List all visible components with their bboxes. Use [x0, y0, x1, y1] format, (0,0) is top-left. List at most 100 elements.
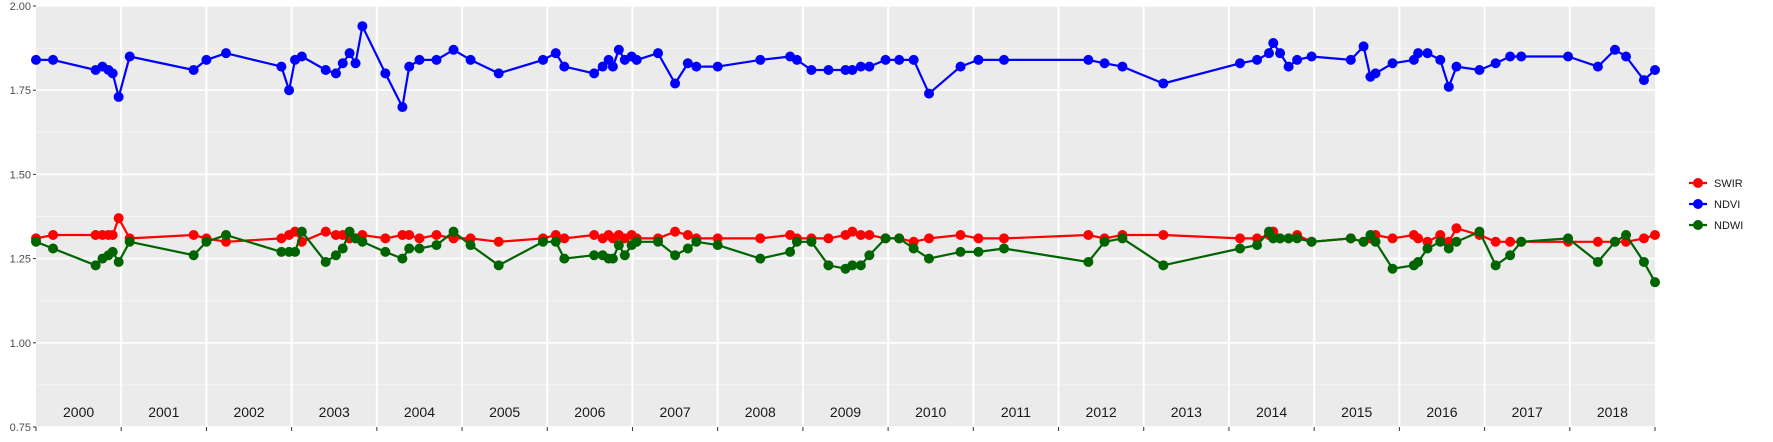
legend-item-swir: SWIR — [1689, 178, 1743, 190]
y-axis: 0.75 1.00 1.25 1.50 1.75 2.00 — [10, 1, 36, 434]
y-tick-label: 1.75 — [10, 85, 31, 97]
data-point-ndvi — [1083, 54, 1094, 65]
data-point-ndwi — [880, 233, 891, 244]
year-label-2015: 2015 — [1341, 404, 1372, 420]
data-point-ndwi — [493, 260, 504, 271]
data-point-ndvi — [1292, 54, 1303, 65]
data-point-ndwi — [1413, 256, 1424, 267]
data-point-ndvi — [847, 64, 858, 75]
data-point-ndwi — [1592, 256, 1603, 267]
data-point-ndwi — [1158, 260, 1169, 271]
data-point-ndwi — [785, 246, 796, 257]
data-point-ndwi — [1099, 236, 1110, 247]
data-point-ndwi — [1306, 236, 1317, 247]
year-label-2000: 2000 — [63, 404, 94, 420]
year-label-2017: 2017 — [1512, 404, 1543, 420]
data-point-ndwi — [1283, 233, 1294, 244]
data-point-ndwi — [380, 246, 391, 257]
data-point-ndwi — [1117, 233, 1128, 244]
year-label-2013: 2013 — [1171, 404, 1202, 420]
data-point-ndwi — [998, 243, 1009, 254]
data-point-ndvi — [806, 64, 817, 75]
data-point-ndvi — [414, 54, 425, 65]
data-point-ndvi — [791, 54, 802, 65]
series-ndwi — [31, 226, 1660, 288]
data-point-ndvi — [320, 64, 331, 75]
minor-grid — [36, 47, 1655, 386]
data-point-ndwi — [201, 236, 212, 247]
data-point-ndvi — [221, 48, 232, 59]
data-point-ndwi — [337, 243, 348, 254]
data-point-ndwi — [1370, 236, 1381, 247]
data-point-swir — [276, 233, 287, 244]
year-label-2016: 2016 — [1426, 404, 1457, 420]
data-point-swir — [380, 233, 391, 244]
data-point-ndwi — [670, 250, 681, 261]
data-point-swir — [1235, 233, 1246, 244]
data-point-swir — [1158, 230, 1169, 241]
data-point-ndvi — [1490, 58, 1501, 69]
data-point-ndwi — [1275, 233, 1286, 244]
data-point-ndwi — [1505, 250, 1516, 261]
data-point-ndvi — [276, 61, 287, 72]
data-point-ndvi — [1235, 58, 1246, 69]
data-point-swir — [559, 233, 570, 244]
data-point-ndwi — [1563, 233, 1574, 244]
data-point-ndvi — [330, 68, 341, 79]
data-point-swir — [1083, 230, 1094, 241]
data-point-ndwi — [691, 236, 702, 247]
data-point-ndvi — [107, 68, 118, 79]
data-point-ndwi — [1638, 256, 1649, 267]
data-point-swir — [414, 233, 425, 244]
data-point-ndvi — [1158, 78, 1169, 89]
data-point-ndwi — [755, 253, 766, 264]
data-point-ndvi — [1609, 44, 1620, 55]
data-point-swir — [320, 226, 331, 237]
data-point-ndvi — [296, 51, 307, 62]
data-point-ndvi — [1435, 54, 1446, 65]
data-point-swir — [1638, 233, 1649, 244]
data-point-ndwi — [1422, 243, 1433, 254]
data-point-swir — [855, 230, 866, 241]
data-point-ndwi — [113, 256, 124, 267]
data-point-ndwi — [431, 240, 442, 251]
data-point-ndvi — [31, 54, 41, 65]
data-point-swir — [998, 233, 1009, 244]
data-point-ndvi — [559, 61, 570, 72]
data-point-ndwi — [924, 253, 935, 264]
data-point-ndvi — [1358, 41, 1369, 52]
y-tick-label: 1.50 — [10, 169, 31, 181]
series-line-ndwi — [35, 230, 1656, 283]
data-point-ndvi — [1474, 64, 1485, 75]
data-point-ndwi — [90, 260, 101, 271]
data-point-ndvi — [1505, 51, 1516, 62]
data-point-ndvi — [1370, 68, 1381, 79]
data-point-swir — [589, 230, 600, 241]
data-point-ndwi — [1516, 236, 1527, 247]
legend-label-ndwi: NDWI — [1714, 220, 1743, 232]
data-point-ndvi — [597, 61, 608, 72]
y-tick-label: 1.25 — [10, 254, 31, 266]
data-point-ndwi — [894, 233, 905, 244]
data-point-ndwi — [550, 236, 561, 247]
data-point-ndvi — [431, 54, 442, 65]
data-point-ndwi — [330, 250, 341, 261]
data-point-ndvi — [113, 91, 124, 102]
data-point-ndwi — [823, 260, 834, 271]
data-point-ndvi — [1563, 51, 1574, 62]
year-label-2007: 2007 — [660, 404, 691, 420]
data-point-swir — [113, 213, 124, 224]
year-label-2010: 2010 — [915, 404, 946, 420]
data-point-ndwi — [344, 226, 355, 237]
data-point-swir — [1650, 230, 1660, 241]
data-point-ndvi — [712, 61, 723, 72]
data-point-ndwi — [320, 256, 331, 267]
data-point-ndwi — [1490, 260, 1501, 271]
data-point-ndwi — [357, 236, 368, 247]
data-point-ndwi — [31, 236, 41, 247]
data-point-ndvi — [1117, 61, 1128, 72]
data-point-swir — [973, 233, 984, 244]
year-label-2008: 2008 — [745, 404, 776, 420]
data-point-ndwi — [1435, 236, 1446, 247]
